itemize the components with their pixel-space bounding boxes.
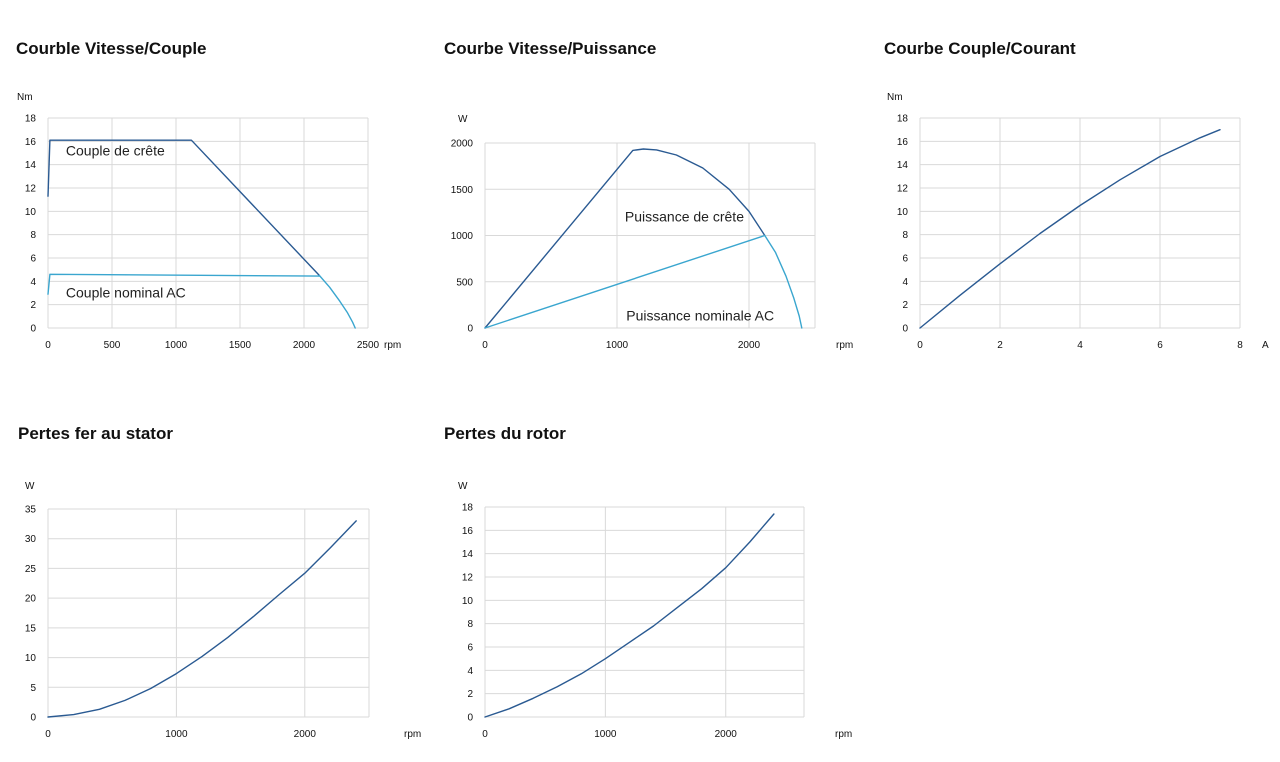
y-tick-label: 35: [25, 505, 37, 516]
series-line-3: [318, 274, 356, 329]
y-tick-label: 12: [897, 184, 909, 195]
y-tick-label: 1000: [451, 231, 474, 242]
x-tick-label: 6: [1157, 340, 1163, 351]
annotation-label: Couple nominal AC: [66, 285, 186, 301]
x-tick-label: 8: [1237, 340, 1243, 351]
y-tick-label: 10: [897, 207, 909, 218]
x-tick-label: 2000: [294, 729, 317, 740]
chart-title: Courble Vitesse/Couple: [16, 39, 207, 58]
x-tick-label: 4: [1077, 340, 1083, 351]
y-tick-label: 8: [467, 619, 473, 630]
y-tick-label: 8: [30, 230, 36, 241]
y-tick-label: 2: [467, 689, 473, 700]
y-tick-label: 10: [462, 596, 474, 607]
y-axis-unit: W: [25, 481, 35, 492]
chart-title: Pertes du rotor: [444, 424, 566, 443]
x-axis-unit: rpm: [835, 729, 852, 740]
x-axis-unit: rpm: [384, 340, 401, 351]
x-tick-label: 1000: [165, 729, 188, 740]
x-tick-label: 2000: [293, 340, 316, 351]
y-tick-label: 2: [902, 300, 908, 311]
series-line-1: [919, 128, 1221, 329]
x-tick-label: 2: [997, 340, 1003, 351]
x-tick-label: 0: [482, 340, 488, 351]
series-line-1: [484, 513, 775, 718]
y-axis-unit: Nm: [887, 92, 903, 103]
y-tick-label: 500: [456, 277, 473, 288]
y-tick-label: 2000: [451, 139, 474, 150]
y-tick-label: 14: [25, 160, 37, 171]
y-tick-label: 14: [897, 160, 909, 171]
x-tick-label: 2000: [715, 729, 738, 740]
y-tick-label: 8: [902, 230, 908, 241]
x-tick-label: 0: [45, 729, 51, 740]
y-tick-label: 6: [902, 254, 908, 265]
y-axis-unit: W: [458, 481, 468, 492]
chart-title: Pertes fer au stator: [18, 424, 173, 443]
y-tick-label: 12: [25, 184, 37, 195]
x-tick-label: 0: [45, 340, 51, 351]
y-tick-label: 4: [467, 666, 473, 677]
series-line-2: [484, 234, 766, 329]
y-tick-label: 0: [902, 324, 908, 335]
y-tick-label: 30: [25, 534, 37, 545]
y-tick-label: 0: [30, 713, 36, 724]
y-tick-label: 0: [467, 713, 473, 724]
y-tick-label: 6: [467, 643, 473, 654]
x-axis-unit: A: [1262, 340, 1269, 351]
y-tick-label: 16: [25, 137, 37, 148]
series-line-2: [47, 273, 321, 295]
y-tick-label: 15: [25, 623, 37, 634]
y-axis-unit: W: [458, 114, 468, 125]
x-tick-label: 1000: [165, 340, 188, 351]
y-tick-label: 25: [25, 564, 37, 575]
y-tick-label: 10: [25, 207, 37, 218]
x-tick-label: 500: [104, 340, 121, 351]
y-tick-label: 10: [25, 653, 37, 664]
x-axis-unit: rpm: [836, 340, 853, 351]
x-tick-label: 1000: [594, 729, 617, 740]
y-tick-label: 0: [30, 324, 36, 335]
x-tick-label: 1500: [229, 340, 252, 351]
series-line-1: [484, 148, 766, 329]
y-axis-unit: Nm: [17, 92, 33, 103]
annotation-label: Couple de crête: [66, 142, 165, 158]
y-tick-label: 5: [30, 683, 36, 694]
series-line-1: [47, 139, 321, 277]
x-axis-unit: rpm: [404, 729, 421, 740]
y-tick-label: 18: [25, 114, 37, 125]
series-line-1: [47, 520, 357, 718]
y-tick-label: 0: [467, 324, 473, 335]
y-tick-label: 1500: [451, 185, 474, 196]
chart-title: Courbe Vitesse/Puissance: [444, 39, 657, 58]
series-line-3: [764, 234, 803, 329]
x-tick-label: 0: [917, 340, 923, 351]
chart-title: Courbe Couple/Courant: [884, 39, 1076, 58]
y-tick-label: 4: [902, 277, 908, 288]
annotation-label: Puissance de crête: [625, 209, 744, 225]
y-tick-label: 18: [897, 114, 909, 125]
x-tick-label: 2000: [738, 340, 761, 351]
y-tick-label: 12: [462, 573, 474, 584]
y-tick-label: 2: [30, 300, 36, 311]
annotation-label: Puissance nominale AC: [626, 308, 774, 324]
x-tick-label: 1000: [606, 340, 629, 351]
y-tick-label: 18: [462, 503, 474, 514]
y-tick-label: 20: [25, 594, 37, 605]
x-tick-label: 0: [482, 729, 488, 740]
y-tick-label: 14: [462, 549, 474, 560]
y-tick-label: 16: [462, 526, 474, 537]
x-tick-label: 2500: [357, 340, 380, 351]
y-tick-label: 16: [897, 137, 909, 148]
y-tick-label: 4: [30, 277, 36, 288]
y-tick-label: 6: [30, 254, 36, 265]
